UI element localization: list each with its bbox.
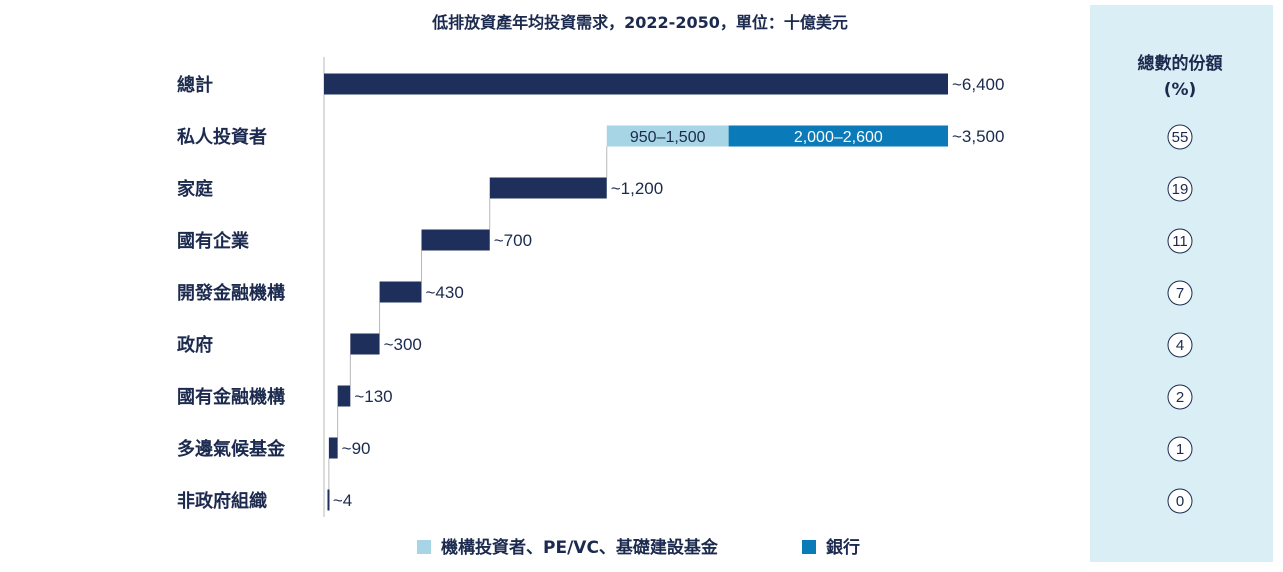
- value-label: ~1,200: [611, 179, 663, 198]
- legend-swatch-bank: [802, 540, 816, 554]
- share-value: 1: [1176, 441, 1184, 458]
- legend: 機構投資者、PE/VC、基礎建設基金 銀行: [417, 537, 860, 558]
- share-heading-line1: 總數的份額: [1138, 53, 1223, 74]
- share-value: 7: [1176, 285, 1184, 302]
- bar: [421, 229, 490, 251]
- share-circles: 55 19 11 7 4 2 1 0: [1167, 124, 1193, 514]
- share-circle: [1167, 488, 1193, 514]
- bar: [350, 333, 380, 355]
- category-label: 國有企業: [177, 230, 250, 252]
- legend-swatch-institutional: [417, 540, 431, 554]
- chart-title: 低排放資產年均投資需求，2022-2050，單位：十億美元: [431, 13, 848, 32]
- category-label: 非政府組織: [177, 490, 267, 512]
- value-label: ~90: [342, 439, 371, 458]
- category-label: 多邊氣候基金: [177, 438, 286, 460]
- bar: [328, 437, 338, 459]
- bar-label-bank-range: 2,000–2,600: [794, 129, 883, 146]
- share-value: 11: [1172, 233, 1188, 250]
- share-value: 55: [1172, 129, 1189, 146]
- share-circle: [1167, 228, 1193, 254]
- share-circle: [1167, 436, 1193, 462]
- category-label: 開發金融機構: [177, 282, 285, 304]
- value-label: ~3,500: [952, 127, 1004, 146]
- value-label: ~4: [333, 491, 352, 510]
- bar: [324, 73, 948, 95]
- bars: 950–1,500 2,000–2,600: [324, 73, 948, 511]
- value-label: ~300: [384, 335, 422, 354]
- share-heading-line2: (%): [1164, 80, 1197, 100]
- value-label: ~6,400: [952, 75, 1004, 94]
- bar: [327, 489, 330, 511]
- value-label: ~430: [426, 283, 464, 302]
- share-value: 4: [1176, 337, 1184, 354]
- share-circle: [1167, 124, 1193, 150]
- category-label: 政府: [177, 334, 213, 356]
- share-circle: [1167, 332, 1193, 358]
- value-labels: ~6,400 ~3,500 ~1,200 ~700 ~430 ~300 ~130 ~90 ~4: [333, 75, 1005, 510]
- share-value: 19: [1172, 181, 1189, 198]
- share-value: 0: [1176, 493, 1184, 510]
- bar-private-bank: [728, 125, 948, 147]
- category-label: 總計: [177, 74, 213, 96]
- legend-label-bank: 銀行: [826, 537, 860, 558]
- legend-label-institutional: 機構投資者、PE/VC、基礎建設基金: [441, 537, 719, 558]
- share-value: 2: [1176, 389, 1184, 406]
- bar: [489, 177, 607, 199]
- share-circle: [1167, 280, 1193, 306]
- bar-label-institutional-range: 950–1,500: [630, 129, 706, 146]
- bar: [337, 385, 351, 407]
- connector-lines: [328, 146, 608, 490]
- share-circle: [1167, 176, 1193, 202]
- category-label: 國有金融機構: [177, 386, 285, 408]
- category-label: 私人投資者: [177, 126, 267, 148]
- bar: [379, 281, 422, 303]
- category-label: 家庭: [177, 178, 213, 200]
- share-circle: [1167, 384, 1193, 410]
- bar-private-institutional: [606, 125, 729, 147]
- value-label: ~700: [494, 231, 532, 250]
- value-label: ~130: [354, 387, 392, 406]
